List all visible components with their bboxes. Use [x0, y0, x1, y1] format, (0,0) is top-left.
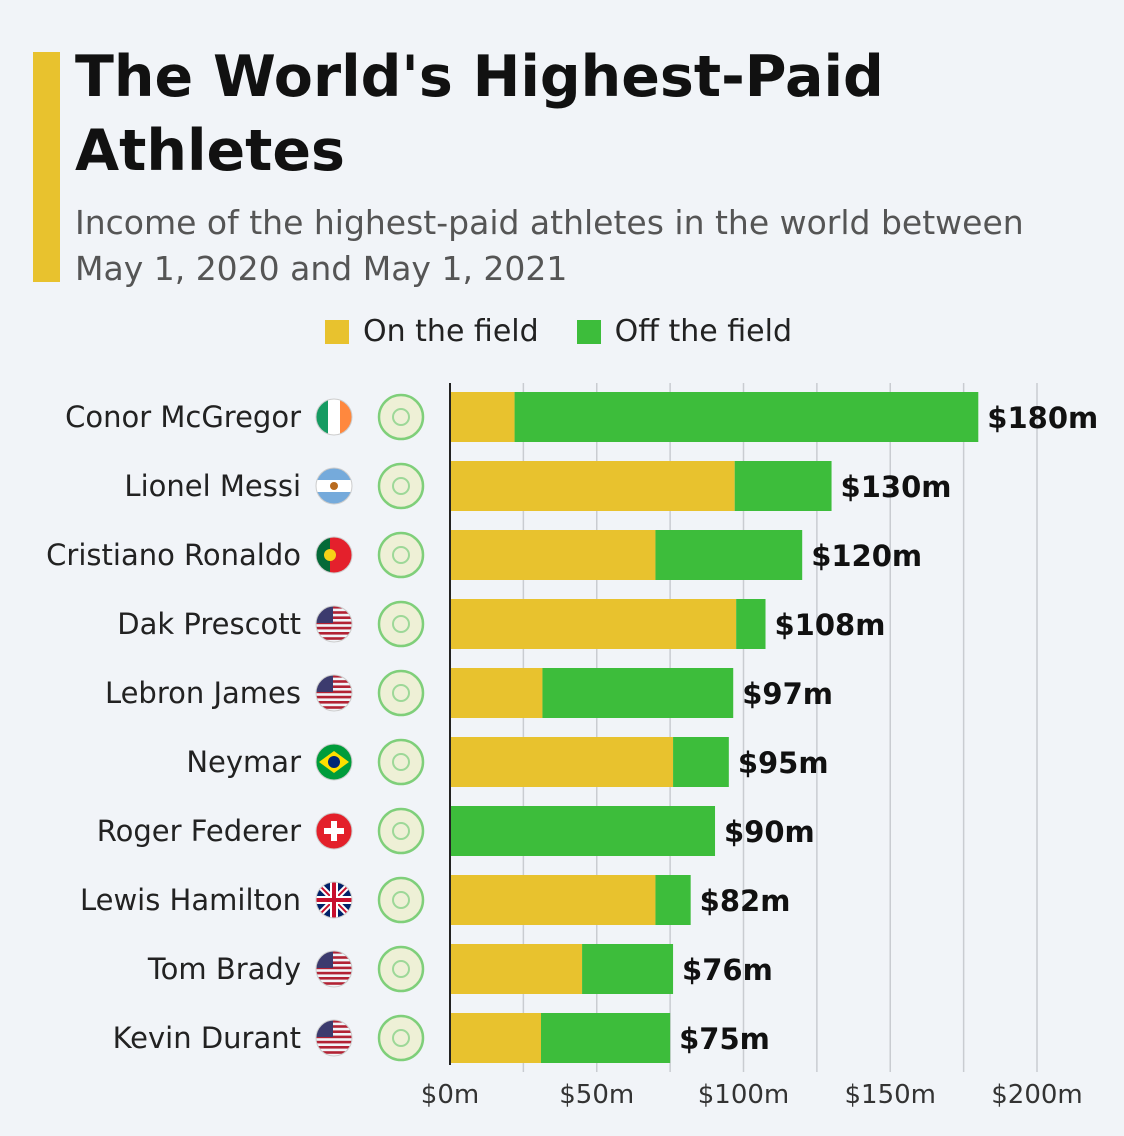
- athlete-name: Conor McGregor: [65, 400, 301, 434]
- bar-on-field: [450, 737, 674, 787]
- soccer-ball-icon: [377, 738, 425, 786]
- x-tick-label: $150m: [845, 1080, 937, 1110]
- bar-off-field: [736, 599, 766, 649]
- checkered-flag-icon: [377, 876, 425, 924]
- data-label: $180m: [987, 401, 1098, 435]
- american-football-icon: [377, 600, 425, 648]
- legend-swatch-off-field: [576, 319, 601, 344]
- data-label: $108m: [775, 608, 886, 642]
- bar-off-field: [540, 1013, 671, 1063]
- flag-argentina-icon: [315, 467, 353, 505]
- mma-gloves-icon: [377, 393, 425, 441]
- legend-item-off-field: Off the field: [576, 314, 792, 349]
- data-label: $82m: [700, 884, 791, 918]
- chart-subtitle: Income of the highest-paid athletes in t…: [75, 203, 1024, 288]
- x-tick-label: $0m: [421, 1080, 479, 1110]
- bar-off-field: [655, 875, 691, 925]
- soccer-ball-icon: [377, 462, 425, 510]
- legend-swatch-on-field: [325, 319, 349, 344]
- basketball-icon: [377, 669, 425, 717]
- legend: On the field Off the field: [325, 314, 792, 349]
- flag-switzerland-icon: [315, 812, 353, 850]
- american-football-icon: [377, 945, 425, 993]
- flag-usa-icon: [315, 950, 353, 988]
- data-label: $120m: [811, 539, 922, 573]
- athlete-name: Roger Federer: [97, 814, 301, 848]
- x-tick-label: $100m: [698, 1080, 790, 1110]
- x-tick-label: $50m: [559, 1080, 634, 1110]
- athlete-name: Dak Prescott: [117, 607, 301, 641]
- bar-on-field: [450, 461, 735, 511]
- data-label: $130m: [841, 470, 952, 504]
- bar-on-field: [450, 944, 583, 994]
- x-tick-label: $200m: [991, 1080, 1083, 1110]
- bar-off-field: [673, 737, 729, 787]
- athlete-name: Tom Brady: [147, 952, 301, 986]
- bar-on-field: [450, 392, 515, 442]
- bar-on-field: [450, 668, 543, 718]
- bar-off-field: [582, 944, 674, 994]
- data-label: $90m: [724, 815, 815, 849]
- data-label: $95m: [738, 746, 829, 780]
- flag-portugal-icon: [315, 536, 353, 574]
- soccer-ball-icon: [377, 531, 425, 579]
- athlete-name: Lewis Hamilton: [80, 883, 301, 917]
- bar-off-field: [734, 461, 832, 511]
- athlete-name: Neymar: [186, 745, 301, 779]
- flag-usa-icon: [315, 674, 353, 712]
- bar-off-field: [450, 806, 716, 856]
- bar-off-field: [514, 392, 979, 442]
- data-label: $75m: [679, 1022, 770, 1056]
- basketball-icon: [377, 1014, 425, 1062]
- athlete-name: Lebron James: [105, 676, 301, 710]
- data-label: $97m: [742, 677, 833, 711]
- data-label: $76m: [682, 953, 773, 987]
- flag-usa-icon: [315, 605, 353, 643]
- bar-on-field: [450, 1013, 541, 1063]
- flag-uk-icon: [315, 881, 353, 919]
- athlete-name: Cristiano Ronaldo: [46, 538, 301, 572]
- athlete-name: Kevin Durant: [113, 1021, 301, 1055]
- legend-item-on-field: On the field: [325, 314, 539, 349]
- flag-usa-icon: [315, 1019, 353, 1057]
- flag-brazil-icon: [315, 743, 353, 781]
- bar-on-field: [450, 599, 737, 649]
- bar-off-field: [655, 530, 803, 580]
- tennis-ball-icon: [377, 807, 425, 855]
- legend-label: Off the field: [614, 314, 792, 349]
- title-accent-bar: [33, 52, 60, 282]
- legend-label: On the field: [363, 314, 539, 349]
- bar-on-field: [450, 530, 656, 580]
- flag-ireland-icon: [315, 398, 353, 436]
- bar-off-field: [542, 668, 734, 718]
- athlete-name: Lionel Messi: [124, 469, 301, 503]
- bar-on-field: [450, 875, 656, 925]
- chart-title: The World's Highest-Paid Athletes: [75, 44, 884, 184]
